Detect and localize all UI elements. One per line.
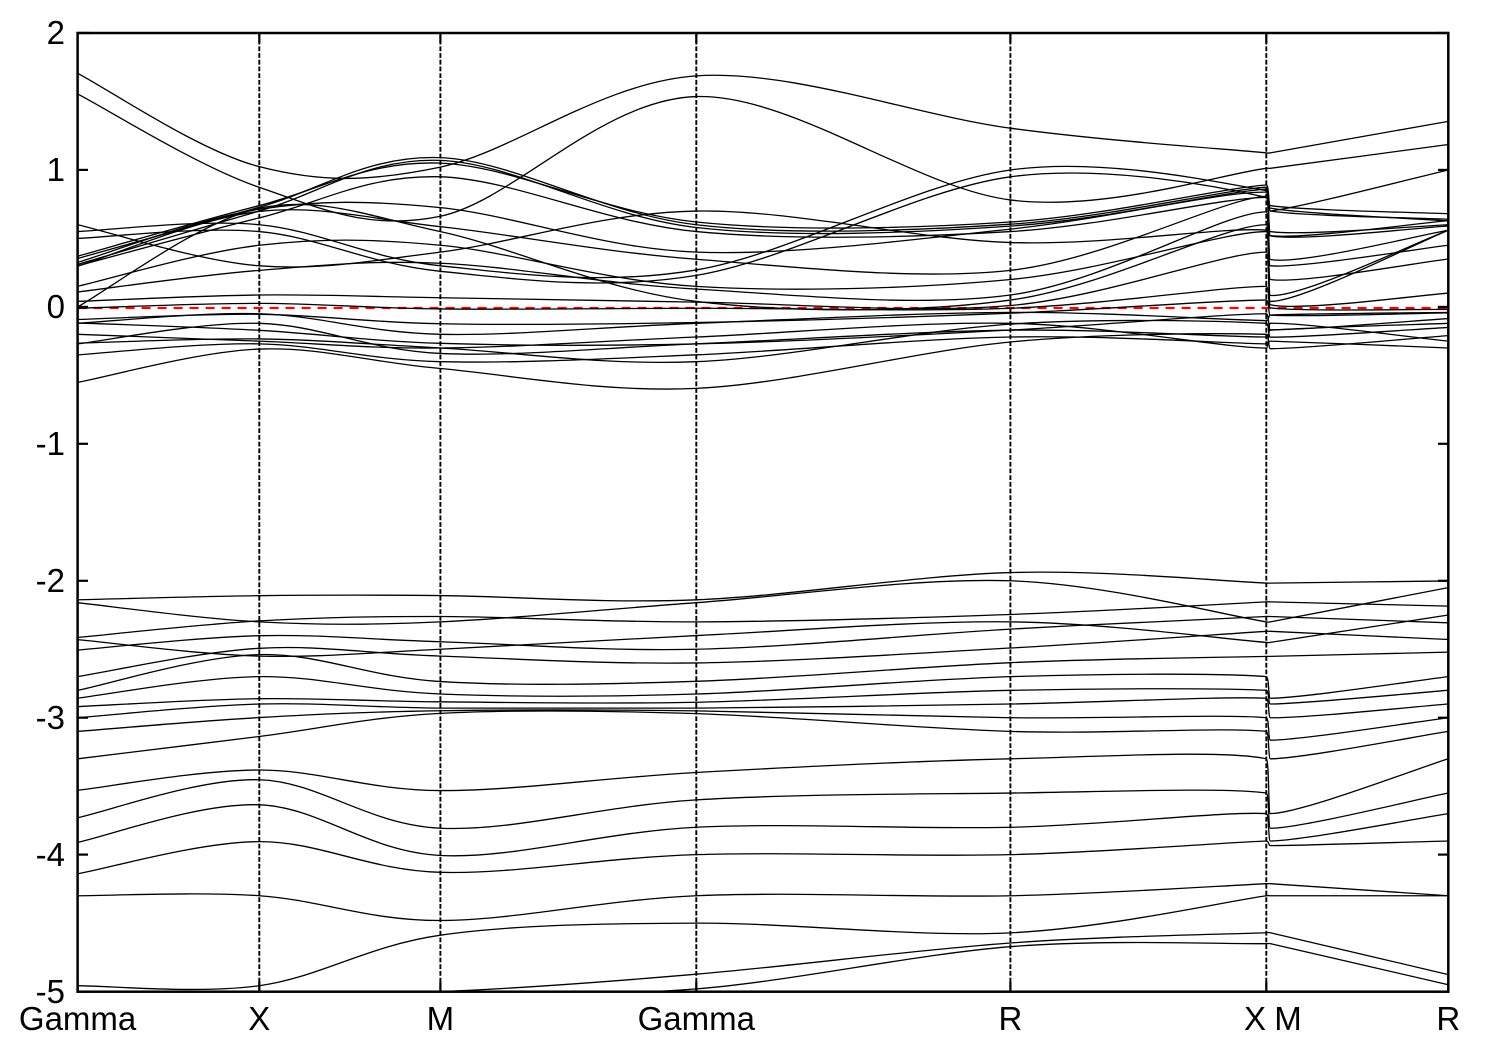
svg-text:R: R: [998, 1000, 1022, 1037]
svg-text:R: R: [1436, 1000, 1460, 1037]
svg-text:X: X: [1244, 1000, 1266, 1037]
svg-text:-3: -3: [36, 699, 65, 736]
svg-text:-2: -2: [36, 562, 65, 599]
svg-text:-1: -1: [36, 425, 65, 462]
svg-text:2: 2: [47, 14, 65, 51]
svg-text:X: X: [248, 1000, 270, 1037]
svg-text:1: 1: [47, 151, 65, 188]
svg-text:0: 0: [47, 288, 65, 325]
svg-text:Gamma: Gamma: [638, 1000, 756, 1037]
svg-text:Gamma: Gamma: [19, 1000, 137, 1037]
svg-text:-4: -4: [36, 836, 65, 873]
svg-text:M: M: [427, 1000, 455, 1037]
svg-text:M: M: [1274, 1000, 1302, 1037]
